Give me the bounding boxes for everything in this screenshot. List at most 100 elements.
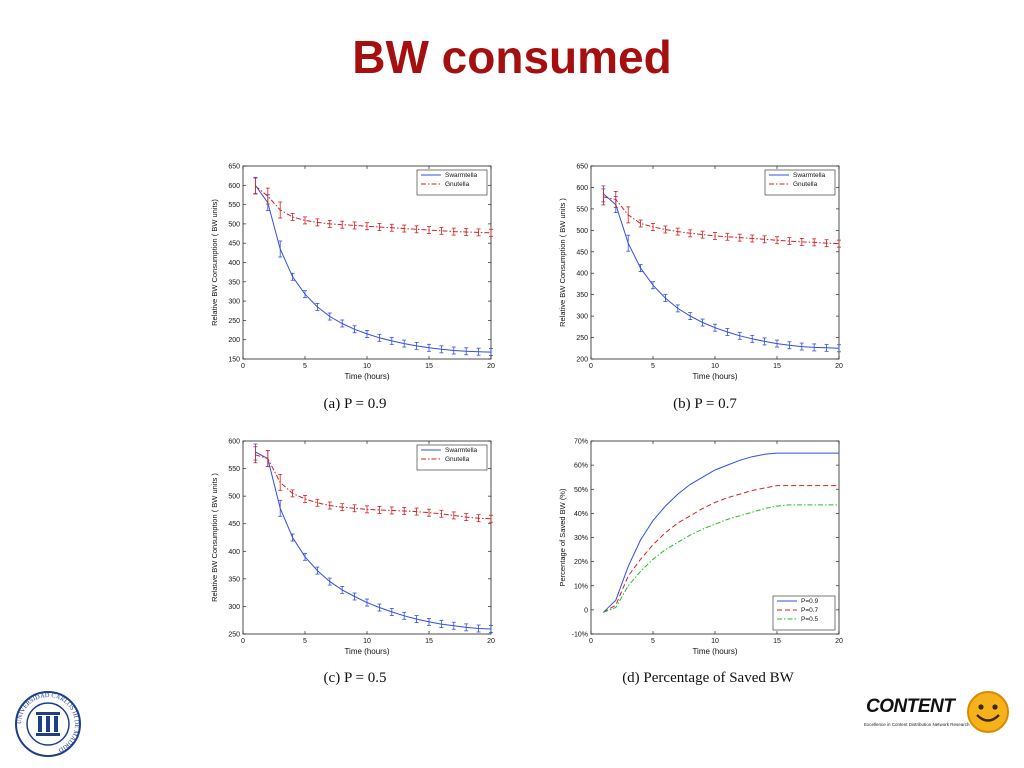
x-tick-label: 0 (589, 638, 593, 645)
x-axis-label: Time (hours) (344, 647, 389, 656)
series-line-p-0-5 (603, 504, 839, 613)
x-tick-label: 20 (487, 363, 495, 370)
y-tick-label: 300 (228, 299, 240, 306)
y-tick-label: 350 (576, 292, 588, 299)
series-line-gnutella (255, 454, 492, 520)
y-tick-label: 200 (576, 357, 588, 364)
y-tick-label: 50% (574, 487, 588, 494)
x-tick-label: 15 (773, 638, 781, 645)
x-tick-label: 15 (425, 363, 433, 370)
chart-c: 0 5 10 15 20 250 300 350 400 450 500 550 600 Time (ho… (210, 439, 495, 657)
y-tick-label: 250 (576, 335, 588, 342)
y-axis-label: Relative BW Consumption ( BW units ) (558, 198, 567, 327)
y-tick-label: 550 (228, 202, 240, 209)
y-tick-label: 250 (228, 318, 240, 325)
y-tick-label: 300 (228, 604, 240, 611)
plot-frame (242, 165, 492, 360)
legend-label: P=0.5 (801, 616, 819, 623)
series-line-p-0-9 (603, 452, 839, 613)
x-tick-label: 10 (711, 363, 719, 370)
x-tick-label: 5 (303, 638, 307, 645)
series-line-swarmtella (255, 451, 492, 630)
university-seal-logo: UNIVERSIDAD CARLOS III DE MADRID (14, 690, 82, 763)
x-tick-label: 20 (835, 638, 843, 645)
legend-box (416, 444, 488, 471)
chart-panel-a: 0 5 10 15 20 150 200 250 300 350 400 450 500 550 600 65… (205, 158, 500, 388)
caption-b: (b) P = 0.7 (673, 396, 737, 412)
legend-label: Swarmtella (793, 172, 826, 179)
y-tick-label: 600 (228, 439, 240, 446)
x-tick-label: 20 (487, 638, 495, 645)
chart-d: 0 5 10 15 20-10%010%20%30%40%50%60%70%Time (… (558, 439, 843, 657)
x-tick-label: 10 (363, 363, 371, 370)
y-tick-label: 300 (576, 314, 588, 321)
series-line-swarmtella (254, 185, 492, 353)
legend-label: Swarmtella (445, 172, 478, 179)
caption-d: (d) Percentage of Saved BW (622, 670, 794, 686)
y-tick-label: 350 (228, 279, 240, 286)
x-tick-label: 0 (589, 363, 593, 370)
y-tick-label: 200 (228, 337, 240, 344)
y-tick-label: 450 (228, 241, 240, 248)
x-tick-label: 0 (241, 638, 245, 645)
legend-box (772, 595, 836, 631)
y-tick-label: 150 (228, 357, 240, 364)
x-axis-label: Time (hours) (692, 372, 737, 381)
series-line-gnutella (603, 196, 840, 245)
legend-label: Gnutella (793, 181, 818, 188)
y-tick-label: 650 (576, 164, 588, 171)
legend-label: P=0.7 (801, 607, 819, 614)
legend-label: Gnutella (445, 181, 470, 188)
slide-title: BW consumed (352, 31, 672, 83)
content-network-logo: CONTENT Excellence in Content Distributi… (862, 688, 1010, 744)
series-line-p-0-7 (603, 485, 839, 613)
x-tick-label: 15 (773, 363, 781, 370)
y-tick-label: 40% (574, 511, 588, 518)
y-tick-label: 550 (576, 206, 588, 213)
y-axis-label: Percentage of Saved BW (%) (558, 488, 567, 586)
y-tick-label: 550 (228, 466, 240, 473)
chart-a: 0 5 10 15 20 150 200 250 300 350 400 450 500 550 600 65… (210, 164, 495, 382)
y-tick-label: 500 (576, 228, 588, 235)
content-logo-tagline: Excellence in Content Distribution Netwo… (864, 722, 970, 727)
y-tick-label: 500 (228, 221, 240, 228)
y-axis-label: Relative BW Consumption ( BW units) (210, 199, 219, 326)
series-line-gnutella (255, 185, 492, 234)
legend-label: P=0.9 (801, 598, 819, 605)
y-tick-label: 60% (574, 463, 588, 470)
chart-b: 0 5 10 15 20 200 250 300 350 400 450 500 550 600 650 Ti… (558, 164, 843, 382)
x-tick-label: 10 (363, 638, 371, 645)
y-tick-label: 450 (576, 249, 588, 256)
y-tick-label: 70% (574, 439, 588, 446)
chart-panel-d: 0 5 10 15 20 -10% 0 10% 20% 30% 40% 50% 60% 70% Time (… (553, 433, 848, 663)
y-tick-label: 0 (584, 607, 588, 614)
y-tick-label: 600 (228, 183, 240, 190)
legend-box (764, 169, 836, 196)
legend-box (416, 169, 488, 196)
y-tick-label: 400 (228, 260, 240, 267)
x-tick-label: 10 (711, 638, 719, 645)
content-logo-word: CONTENT (866, 696, 955, 717)
series-line-swarmtella (603, 193, 840, 349)
y-tick-label: -10% (572, 632, 588, 639)
x-tick-label: 0 (241, 363, 245, 370)
y-tick-label: 350 (228, 576, 240, 583)
y-tick-label: 500 (228, 494, 240, 501)
x-axis-label: Time (hours) (692, 647, 737, 656)
smiley-icon (967, 691, 1009, 733)
chart-panel-c: 0 5 10 15 20 250 300 350 400 450 500 550 600 Time (ho… (205, 433, 500, 663)
y-tick-label: 600 (576, 185, 588, 192)
legend-label: Swarmtella (445, 447, 478, 454)
y-axis-label: Relative BW Consumption ( BW units ) (210, 473, 219, 602)
x-tick-label: 15 (425, 638, 433, 645)
y-tick-label: 400 (228, 549, 240, 556)
caption-a: (a) P = 0.9 (323, 396, 387, 412)
y-tick-label: 30% (574, 535, 588, 542)
y-tick-label: 450 (228, 521, 240, 528)
y-tick-label: 250 (228, 632, 240, 639)
caption-c: (c) P = 0.5 (323, 670, 387, 686)
y-tick-label: 650 (228, 164, 240, 171)
legend-label: Gnutella (445, 456, 470, 463)
y-tick-label: 400 (576, 271, 588, 278)
x-tick-label: 5 (651, 638, 655, 645)
